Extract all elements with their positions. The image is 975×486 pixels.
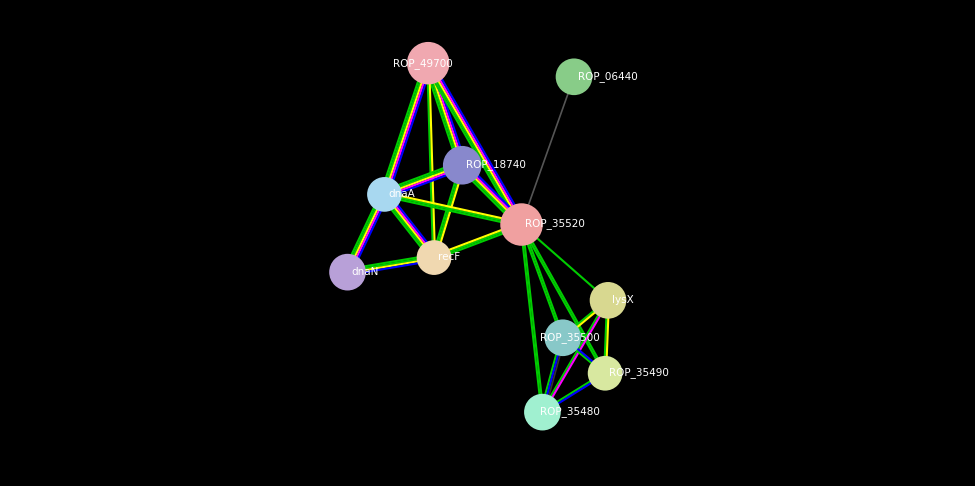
Text: ROP_35500: ROP_35500	[539, 332, 600, 343]
Text: ROP_35480: ROP_35480	[540, 406, 600, 417]
Circle shape	[557, 59, 592, 94]
Circle shape	[417, 241, 450, 274]
Circle shape	[545, 320, 580, 355]
Text: lysX: lysX	[612, 295, 634, 305]
Text: dnaA: dnaA	[388, 189, 415, 199]
Circle shape	[591, 283, 626, 318]
Text: ROP_35490: ROP_35490	[609, 367, 669, 378]
Text: recF: recF	[438, 252, 460, 262]
Text: ROP_06440: ROP_06440	[578, 71, 638, 82]
Circle shape	[525, 395, 560, 430]
Text: ROP_49700: ROP_49700	[394, 59, 453, 69]
Circle shape	[501, 204, 542, 245]
Circle shape	[444, 147, 481, 184]
Text: ROP_35520: ROP_35520	[526, 219, 585, 229]
Circle shape	[368, 178, 401, 211]
Circle shape	[589, 357, 622, 390]
Circle shape	[408, 43, 449, 84]
Text: ROP_18740: ROP_18740	[466, 159, 526, 170]
Circle shape	[330, 255, 365, 290]
Text: dnaN: dnaN	[351, 267, 379, 277]
